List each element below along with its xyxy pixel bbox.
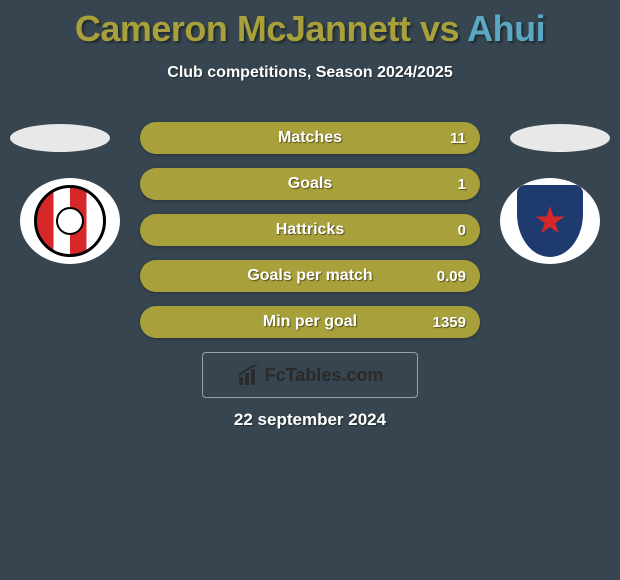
stats-panel: Matches 11 Goals 1 Hattricks 0 Goals per… xyxy=(140,122,480,352)
stat-label: Goals xyxy=(288,175,332,193)
stat-bar-goals-per-match: Goals per match 0.09 xyxy=(140,260,480,292)
player1-name: Cameron McJannett xyxy=(75,8,411,49)
stat-bar-min-per-goal: Min per goal 1359 xyxy=(140,306,480,338)
stat-label: Min per goal xyxy=(263,313,357,331)
stat-value: 1359 xyxy=(433,314,466,331)
drogheda-united-crest xyxy=(500,178,600,264)
stat-value: 0.09 xyxy=(437,268,466,285)
branding-box: FcTables.com xyxy=(202,352,418,398)
crest-shield-icon xyxy=(517,185,583,257)
derry-city-crest xyxy=(20,178,120,264)
stat-label: Matches xyxy=(278,129,342,147)
stat-label: Hattricks xyxy=(276,221,344,239)
stat-value: 11 xyxy=(450,130,466,147)
page-title: Cameron McJannett vs Ahui xyxy=(0,0,620,50)
star-icon xyxy=(535,206,565,236)
player1-avatar-placeholder xyxy=(10,124,110,152)
branding-text: FcTables.com xyxy=(265,365,384,386)
player2-avatar-placeholder xyxy=(510,124,610,152)
stat-bar-goals: Goals 1 xyxy=(140,168,480,200)
stat-value: 1 xyxy=(458,176,466,193)
stat-label: Goals per match xyxy=(247,267,372,285)
vs-text: vs xyxy=(410,8,467,49)
player2-name: Ahui xyxy=(467,8,545,49)
subtitle: Club competitions, Season 2024/2025 xyxy=(0,64,620,82)
crest-shield-icon xyxy=(34,185,106,257)
stat-value: 0 xyxy=(458,222,466,239)
stat-bar-matches: Matches 11 xyxy=(140,122,480,154)
date-text: 22 september 2024 xyxy=(0,410,620,430)
soccer-ball-icon xyxy=(56,207,84,235)
bar-chart-icon xyxy=(237,365,261,385)
stat-bar-hattricks: Hattricks 0 xyxy=(140,214,480,246)
